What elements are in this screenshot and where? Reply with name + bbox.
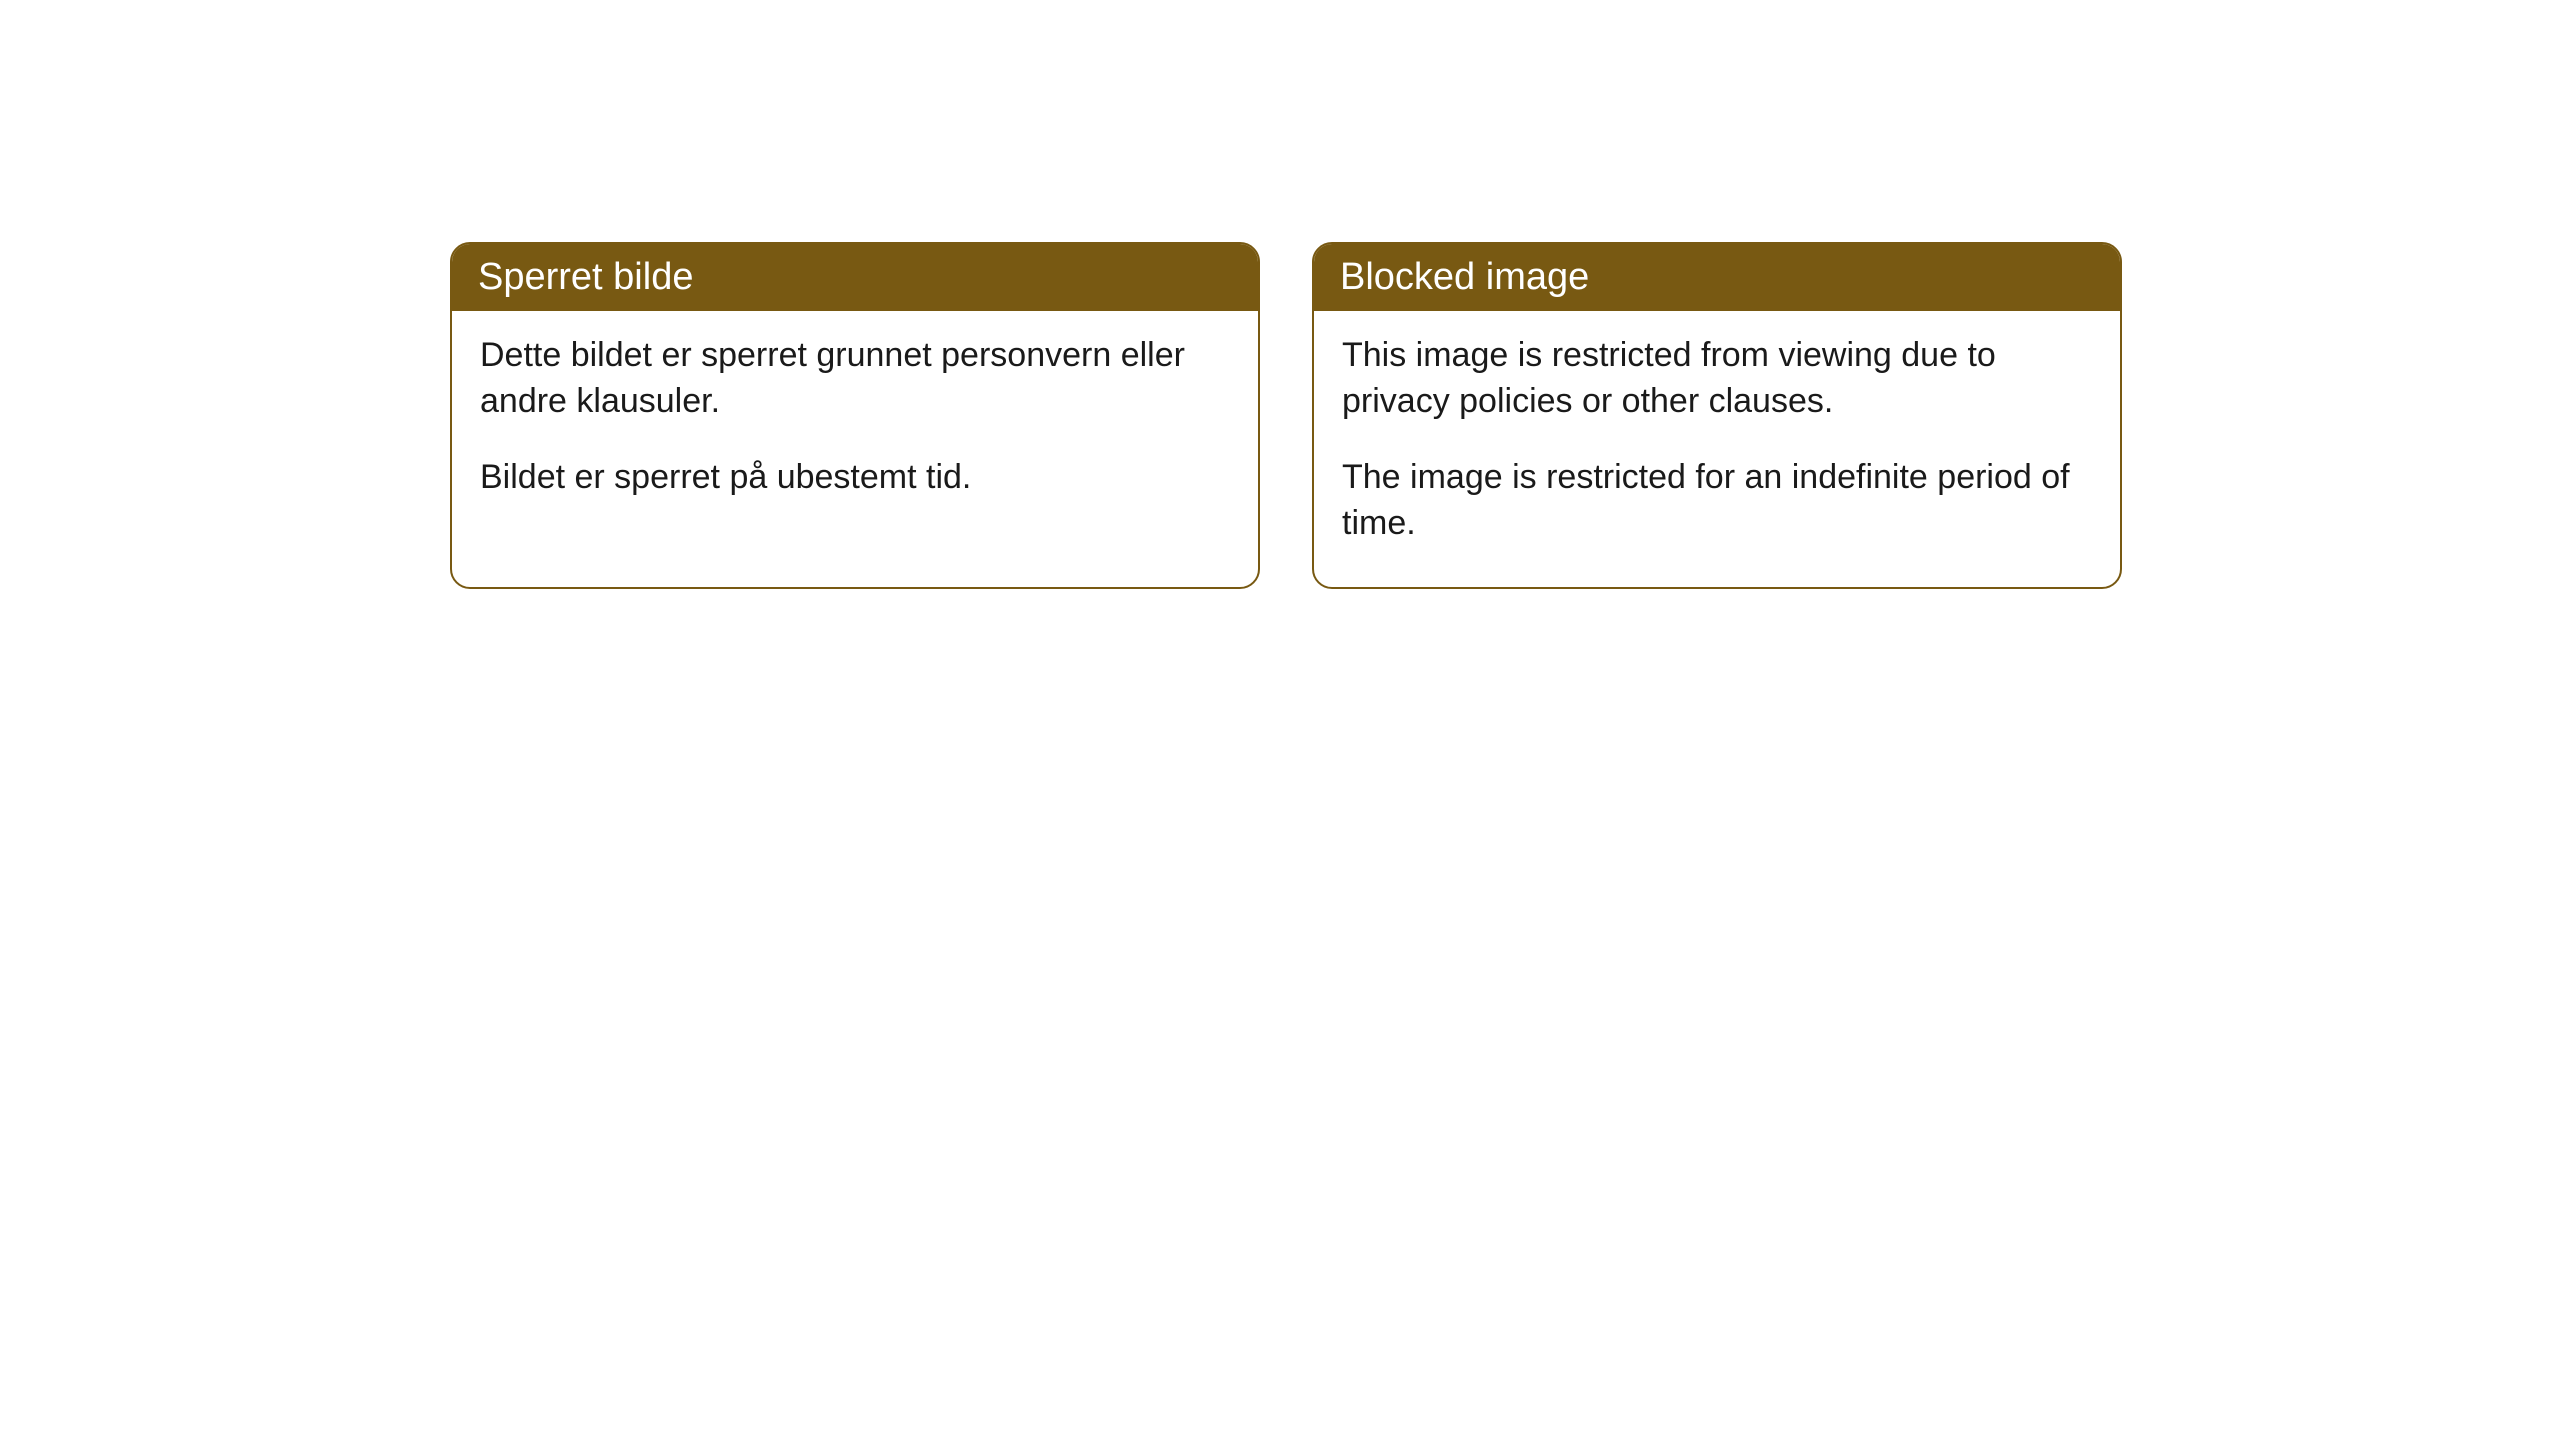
card-header: Blocked image <box>1314 244 2120 311</box>
card-body: Dette bildet er sperret grunnet personve… <box>452 311 1258 541</box>
notice-card-norwegian: Sperret bilde Dette bildet er sperret gr… <box>450 242 1260 589</box>
notice-card-english: Blocked image This image is restricted f… <box>1312 242 2122 589</box>
card-header: Sperret bilde <box>452 244 1258 311</box>
card-paragraph: Dette bildet er sperret grunnet personve… <box>480 333 1230 425</box>
notice-container: Sperret bilde Dette bildet er sperret gr… <box>450 242 2122 589</box>
card-body: This image is restricted from viewing du… <box>1314 311 2120 587</box>
card-paragraph: Bildet er sperret på ubestemt tid. <box>480 455 1230 501</box>
card-paragraph: This image is restricted from viewing du… <box>1342 333 2092 425</box>
card-paragraph: The image is restricted for an indefinit… <box>1342 455 2092 547</box>
card-title: Sperret bilde <box>478 256 693 298</box>
card-title: Blocked image <box>1340 256 1589 298</box>
